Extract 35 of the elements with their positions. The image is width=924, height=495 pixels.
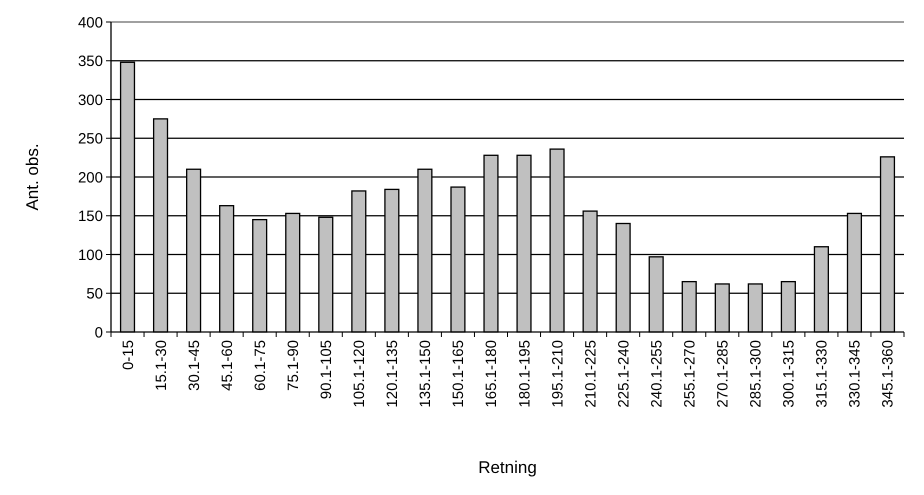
x-tick-label: 120.1-135 (384, 340, 402, 408)
x-tick-label: 315.1-330 (814, 340, 831, 408)
x-tick-label: 255.1-270 (681, 340, 698, 408)
x-tick-label: 195.1-210 (549, 340, 566, 408)
y-tick-label: 250 (78, 130, 103, 148)
x-tick-label: 150.1-165 (450, 340, 468, 408)
x-tick-label: 105.1-120 (351, 340, 368, 408)
y-tick-label: 0 (94, 324, 103, 342)
x-tick-label: 180.1-195 (516, 340, 534, 408)
x-tick-label: 0-15 (120, 340, 137, 370)
x-tick-label: 75.1-90 (284, 340, 302, 391)
x-tick-label: 135.1-150 (417, 340, 434, 408)
y-tick-label: 350 (78, 53, 103, 70)
x-tick-label: 165.1-180 (483, 340, 500, 408)
x-tick-label: 210.1-225 (582, 340, 600, 408)
y-tick-label: 400 (78, 14, 103, 32)
x-tick-label: 300.1-315 (780, 340, 798, 408)
x-tick-label: 90.1-105 (318, 340, 336, 400)
x-tick-label: 45.1-60 (218, 340, 236, 391)
y-tick-label: 200 (78, 169, 103, 186)
y-tick-label: 50 (86, 286, 103, 302)
x-tick-label: 225.1-240 (615, 340, 632, 408)
x-tick-label: 240.1-255 (648, 340, 666, 408)
y-tick-label: 300 (78, 92, 103, 109)
x-axis-title: Retning (478, 458, 537, 477)
y-axis-title: Ant. obs. (23, 143, 42, 211)
x-tick-label: 330.1-345 (846, 340, 864, 408)
y-tick-label: 100 (78, 246, 103, 264)
x-tick-label: 60.1-75 (252, 340, 269, 391)
x-tick-label: 345.1-360 (880, 340, 897, 408)
x-tick-label: 285.1-300 (748, 340, 765, 408)
x-tick-label: 15.1-30 (152, 340, 170, 391)
y-tick-label: 150 (78, 208, 103, 225)
x-tick-label: 270.1-285 (714, 340, 732, 408)
x-tick-label: 30.1-45 (186, 340, 203, 391)
